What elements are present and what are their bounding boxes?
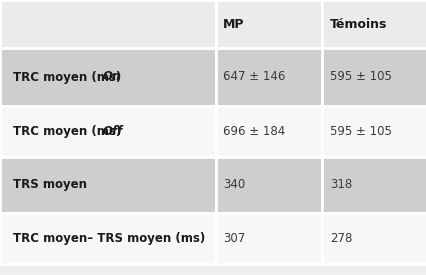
Bar	[0, 213, 215, 264]
Text: 307: 307	[222, 232, 245, 245]
Bar	[322, 157, 426, 213]
Text: TRC moyen (ms): TRC moyen (ms)	[13, 70, 125, 84]
Text: TRS moyen: TRS moyen	[13, 178, 86, 191]
Bar	[0, 0, 215, 48]
Text: 696 ± 184: 696 ± 184	[222, 125, 285, 138]
Bar	[322, 213, 426, 264]
Bar	[215, 48, 322, 106]
Text: Témoins: Témoins	[329, 18, 386, 31]
Text: On: On	[103, 70, 121, 84]
Bar	[322, 0, 426, 48]
Bar	[0, 106, 215, 157]
Text: 318: 318	[329, 178, 351, 191]
Text: 595 ± 105: 595 ± 105	[329, 125, 391, 138]
Bar	[0, 157, 215, 213]
Bar	[215, 157, 322, 213]
Bar	[215, 106, 322, 157]
Text: 340: 340	[222, 178, 245, 191]
Text: 278: 278	[329, 232, 351, 245]
Bar	[322, 48, 426, 106]
Text: MP: MP	[222, 18, 244, 31]
Text: 647 ± 146: 647 ± 146	[222, 70, 285, 84]
Text: TRC moyen (ms): TRC moyen (ms)	[13, 125, 125, 138]
Text: Off: Off	[103, 125, 123, 138]
Text: TRC moyen– TRS moyen (ms): TRC moyen– TRS moyen (ms)	[13, 232, 204, 245]
Bar	[322, 106, 426, 157]
Bar	[215, 213, 322, 264]
Bar	[0, 48, 215, 106]
Text: 595 ± 105: 595 ± 105	[329, 70, 391, 84]
Bar	[215, 0, 322, 48]
